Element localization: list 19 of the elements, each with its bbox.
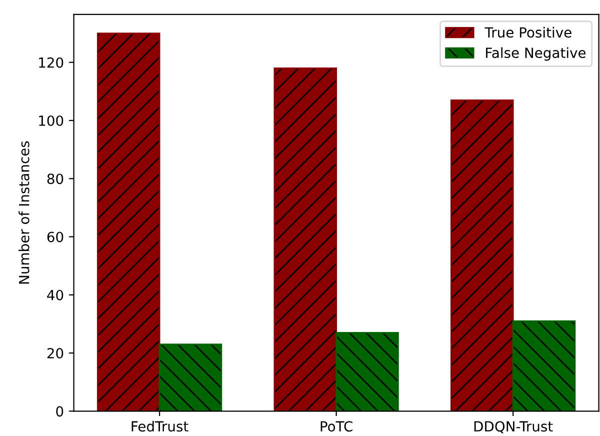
legend-label: False Negative: [486, 47, 586, 61]
bar: [450, 99, 514, 412]
y-tick-label: 80: [47, 174, 64, 184]
legend-label: True Positive: [484, 26, 572, 38]
bar: [336, 332, 399, 412]
bar: [274, 67, 337, 412]
x-tick-label: FedTrust: [132, 420, 188, 432]
y-tick-label: 0: [56, 406, 64, 417]
y-tick-label: 60: [47, 232, 64, 242]
y-tick-label: 100: [39, 115, 64, 126]
y-axis-title: Number of Instances: [18, 141, 30, 284]
bar: [512, 320, 576, 412]
bar: [158, 344, 222, 412]
y-tick-label: 20: [47, 348, 64, 358]
y-tick-label: 40: [47, 290, 64, 300]
bar: [96, 32, 160, 412]
y-tick-label: 120: [39, 57, 64, 68]
x-tick-label: DDQN-Trust: [474, 421, 553, 434]
x-tick-label: PoTC: [320, 421, 352, 432]
